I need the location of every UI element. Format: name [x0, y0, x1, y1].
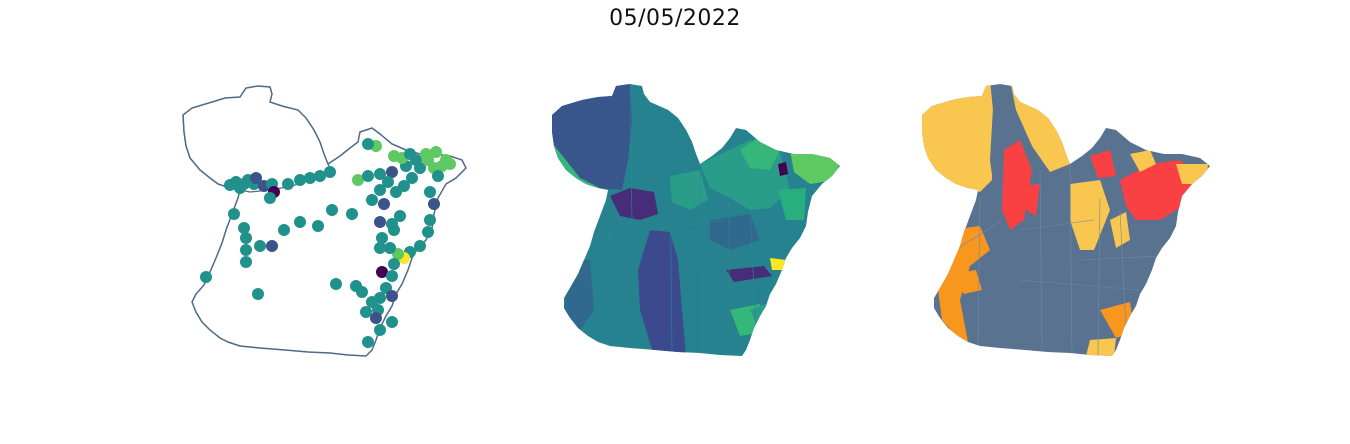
region-south-yellow: [1086, 338, 1116, 356]
map-point: [304, 172, 316, 184]
map-point: [294, 174, 306, 186]
map-point: [386, 270, 398, 282]
map-point: [324, 166, 336, 178]
figure-title: 05/05/2022: [609, 6, 741, 31]
map-point: [234, 182, 246, 194]
region-west-band: [552, 140, 600, 196]
region-northwest-yellow: [922, 84, 994, 192]
map-point: [378, 198, 390, 210]
region-red-small: [1020, 184, 1040, 216]
region-red-marajo: [1090, 150, 1116, 178]
region-coast-dark: [778, 162, 788, 176]
map-point: [394, 210, 406, 222]
region-coast-yellow: [1130, 150, 1156, 172]
map-point: [386, 166, 398, 178]
point-map-svg: [182, 85, 467, 357]
region-northeast-red: [1120, 160, 1196, 220]
map-point: [374, 216, 386, 228]
map-point: [374, 184, 386, 196]
region-orange-small: [950, 270, 982, 294]
map-point: [382, 176, 394, 188]
map-point: [278, 224, 290, 236]
map-point: [362, 138, 374, 150]
region-east-strip: [778, 188, 806, 220]
map-point: [406, 172, 418, 184]
region-northwest: [552, 84, 632, 190]
map-point: [404, 148, 416, 160]
map-point: [422, 226, 434, 238]
region-center-red: [1002, 140, 1032, 230]
map-point: [384, 242, 396, 254]
map-point: [326, 204, 338, 216]
map-point: [424, 214, 436, 226]
map-point: [346, 208, 358, 220]
map-point: [386, 290, 398, 302]
map-point: [374, 168, 386, 180]
map-point: [266, 240, 278, 252]
region-southeast-dark: [726, 266, 772, 282]
region-yellow-small: [1110, 212, 1130, 248]
map-point: [264, 192, 276, 204]
map-point: [374, 242, 386, 254]
region-south-large: [638, 230, 686, 356]
region-center-west-dark: [610, 188, 658, 220]
map-point: [376, 266, 388, 278]
map-point: [238, 222, 250, 234]
map-point: [362, 336, 374, 348]
map-point: [386, 316, 398, 328]
map-point: [362, 170, 374, 182]
map-point: [388, 224, 400, 236]
map-point: [252, 288, 264, 300]
choropleth-categorical-panel: [920, 80, 1210, 365]
map-point: [352, 174, 364, 186]
map-point: [428, 198, 440, 210]
map-point: [200, 271, 212, 283]
region-coast: [790, 150, 840, 184]
region-borders: [569, 84, 757, 356]
map-point: [240, 232, 252, 244]
choropleth-viridis-svg: [552, 84, 840, 356]
map-point: [422, 154, 434, 166]
map-point: [254, 240, 266, 252]
map-point: [240, 256, 252, 268]
map-point: [240, 244, 252, 256]
map-point: [390, 186, 402, 198]
map-point: [314, 170, 326, 182]
map-point: [360, 306, 372, 318]
map-point: [294, 216, 306, 228]
region-center-yellow: [1070, 180, 1110, 250]
map-point: [388, 258, 400, 270]
region-south-center: [700, 294, 730, 336]
map-point: [376, 232, 388, 244]
points-layer: [200, 138, 456, 348]
map-point: [370, 312, 382, 324]
map-point: [228, 208, 240, 220]
choropleth-categorical-svg: [922, 84, 1210, 356]
map-point: [312, 220, 324, 232]
choropleth-categorical-regions: [922, 84, 1210, 356]
map-point: [366, 194, 378, 206]
region-north-strip: [990, 90, 1004, 190]
map-point: [282, 178, 294, 190]
map-point: [414, 162, 426, 174]
region-yellow: [770, 258, 786, 270]
map-point: [414, 240, 426, 252]
map-point: [250, 172, 262, 184]
choropleth-viridis-panel: [550, 80, 840, 365]
state-outline: [182, 85, 467, 357]
region-center-north: [670, 170, 708, 210]
map-point: [356, 286, 368, 298]
map-point: [330, 278, 342, 290]
region-center-east: [710, 214, 760, 250]
choropleth-viridis-regions: [552, 84, 840, 356]
map-point: [432, 170, 444, 182]
map-point: [430, 146, 442, 158]
region-borders: [939, 163, 1161, 356]
map-point: [424, 186, 436, 198]
map-point: [374, 324, 386, 336]
point-map-panel: [180, 80, 470, 365]
map-point: [444, 158, 456, 170]
